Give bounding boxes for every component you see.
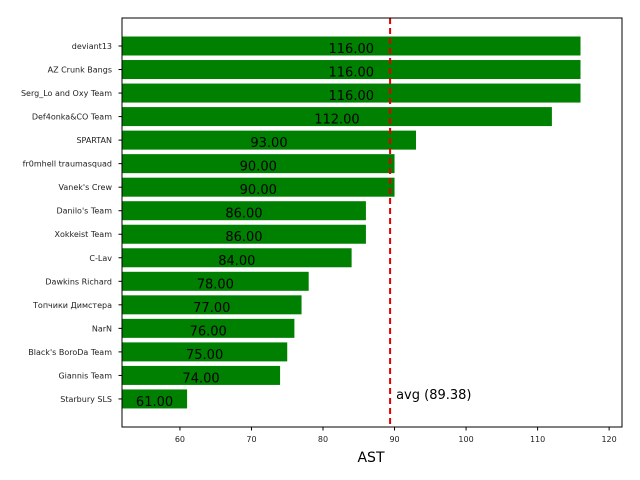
bar — [122, 389, 188, 409]
x-tick-label: 100 — [458, 435, 473, 444]
y-tick-label: NarN — [92, 324, 112, 333]
y-tick-label: Xokkeist Team — [55, 230, 113, 239]
y-tick-label: Danilo's Team — [56, 207, 112, 216]
bar-value-label: 74.00 — [182, 371, 219, 386]
bar — [122, 83, 581, 103]
x-tick-label: 90 — [389, 435, 399, 444]
y-tick-label: AZ Crunk Bangs — [48, 66, 112, 75]
y-tick-label: Black's BoroDa Team — [28, 348, 112, 357]
x-tick-label: 110 — [530, 435, 545, 444]
y-tick-label: SPARTAN — [76, 136, 112, 145]
x-tick-label: 80 — [318, 435, 328, 444]
bar-value-label: 116.00 — [329, 42, 375, 57]
y-tick-label: Giannis Team — [58, 371, 112, 380]
bar-value-label: 116.00 — [329, 66, 375, 81]
y-tick-label: Serg_Lo and Oxy Team — [21, 89, 112, 98]
y-tick-label: Dawkins Richard — [45, 277, 112, 286]
bar-value-label: 90.00 — [240, 183, 277, 198]
plot-frame — [121, 17, 623, 428]
x-tick-label: 120 — [601, 435, 616, 444]
bar — [122, 318, 295, 338]
bar — [122, 107, 552, 127]
y-tick-label: Starbury SLS — [60, 395, 112, 404]
bar — [122, 130, 416, 150]
bar — [122, 342, 288, 362]
bar-value-label: 116.00 — [329, 89, 375, 104]
bar-value-label: 61.00 — [136, 395, 173, 410]
bar-value-label: 86.00 — [225, 207, 262, 222]
bar-value-label: 86.00 — [225, 230, 262, 245]
x-tick-label: 60 — [175, 435, 185, 444]
bar — [122, 295, 302, 315]
y-tick-label: fr0mhell traumasquad — [23, 160, 112, 169]
y-tick-label: C-Lav — [89, 254, 112, 263]
bar-value-label: 76.00 — [190, 324, 227, 339]
y-tick-label: Def4onka&CO Team — [32, 113, 112, 122]
x-axis-label: AST — [357, 450, 384, 466]
bar-value-label: 75.00 — [186, 348, 223, 363]
bar-value-label: 78.00 — [197, 277, 234, 292]
y-tick-label: Vanek's Crew — [59, 183, 113, 192]
bar-value-label: 77.00 — [193, 301, 230, 316]
bar — [122, 271, 309, 291]
y-tick-label: Топчики Димстера — [32, 301, 112, 310]
x-tick-label: 70 — [246, 435, 256, 444]
bar — [122, 224, 366, 244]
bar — [122, 154, 395, 174]
bar-value-label: 90.00 — [240, 160, 277, 175]
y-tick-label: deviant13 — [72, 42, 112, 51]
bar — [122, 201, 366, 221]
bar — [122, 36, 581, 56]
bar-value-label: 112.00 — [314, 113, 360, 128]
bar-value-label: 93.00 — [250, 136, 287, 151]
bar — [122, 248, 352, 268]
average-label: avg (89.38) — [396, 388, 471, 403]
bar — [122, 177, 395, 197]
bar — [122, 365, 281, 385]
bar — [122, 60, 581, 80]
bar-value-label: 84.00 — [218, 254, 255, 269]
